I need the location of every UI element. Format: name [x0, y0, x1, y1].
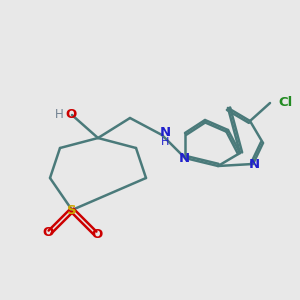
Text: N: N	[159, 125, 171, 139]
Text: N: N	[178, 152, 190, 166]
Text: H: H	[55, 107, 63, 121]
Text: O: O	[92, 227, 103, 241]
Text: S: S	[67, 203, 77, 217]
Text: H: H	[161, 137, 169, 147]
Text: O: O	[42, 226, 54, 239]
Text: Cl: Cl	[278, 97, 292, 110]
Text: O: O	[65, 107, 76, 121]
Text: N: N	[248, 158, 260, 172]
